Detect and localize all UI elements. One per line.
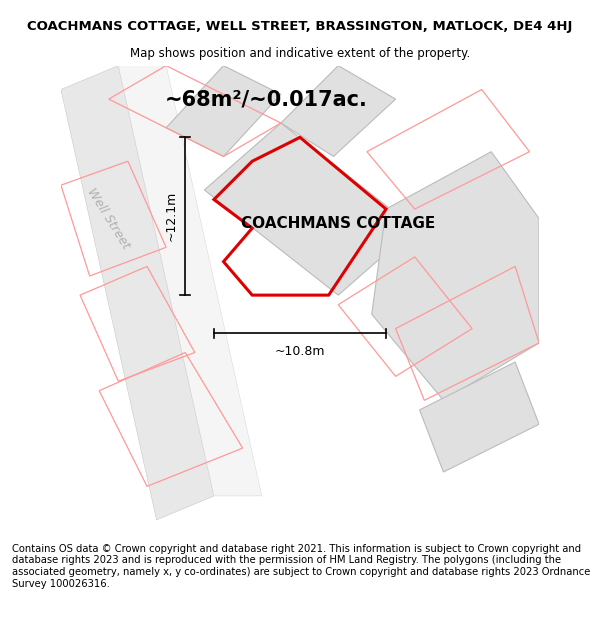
- Text: ~12.1m: ~12.1m: [165, 191, 178, 241]
- Text: ~10.8m: ~10.8m: [275, 346, 325, 358]
- Polygon shape: [419, 362, 539, 472]
- Text: Map shows position and indicative extent of the property.: Map shows position and indicative extent…: [130, 47, 470, 60]
- Text: COACHMANS COTTAGE: COACHMANS COTTAGE: [241, 216, 436, 231]
- Polygon shape: [118, 66, 262, 496]
- Polygon shape: [372, 152, 539, 400]
- Polygon shape: [61, 66, 214, 520]
- Text: COACHMANS COTTAGE, WELL STREET, BRASSINGTON, MATLOCK, DE4 4HJ: COACHMANS COTTAGE, WELL STREET, BRASSING…: [28, 20, 572, 32]
- Polygon shape: [281, 66, 395, 156]
- Polygon shape: [205, 123, 415, 295]
- Text: Well Street: Well Street: [85, 186, 133, 251]
- Polygon shape: [166, 66, 281, 156]
- Text: Contains OS data © Crown copyright and database right 2021. This information is : Contains OS data © Crown copyright and d…: [12, 544, 590, 589]
- Text: ~68m²/~0.017ac.: ~68m²/~0.017ac.: [165, 89, 368, 109]
